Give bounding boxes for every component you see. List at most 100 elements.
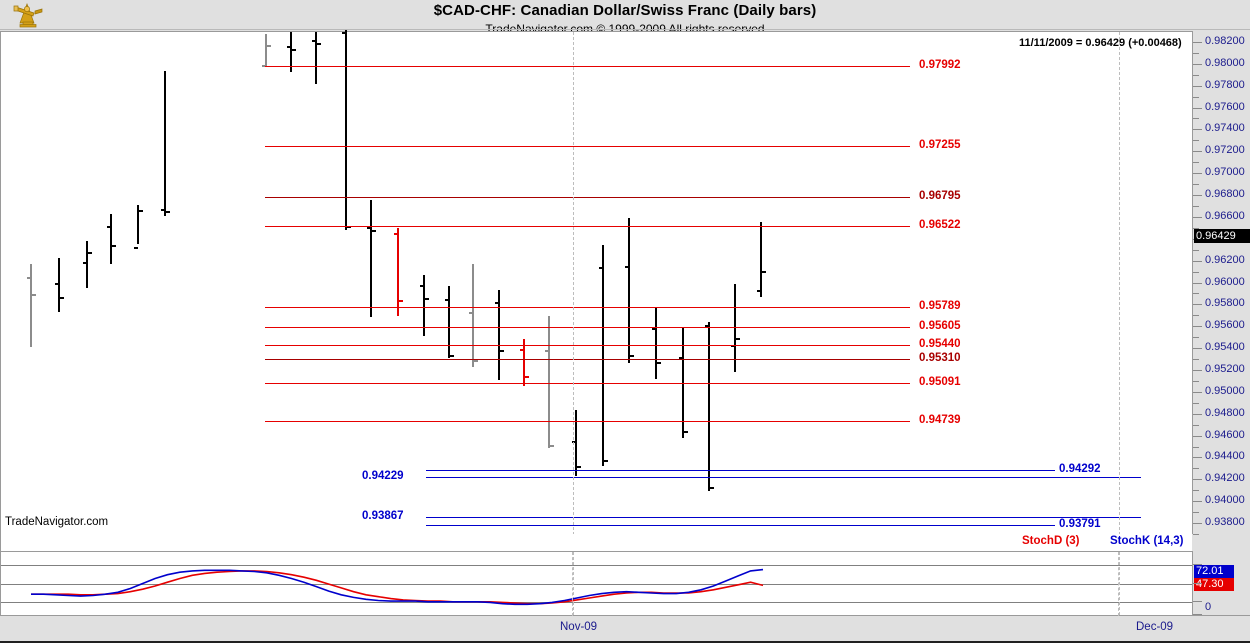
date-axis-label: Nov-09 — [560, 621, 598, 633]
ohlc-bar — [161, 71, 170, 216]
ohlc-bar-close-tick — [604, 459, 608, 462]
ohlc-bar — [652, 307, 661, 379]
ohlc-bar-open-tick — [394, 233, 398, 236]
price-tick-label: 0.94400 — [1205, 450, 1245, 463]
price-tick-label: 0.96800 — [1205, 188, 1245, 201]
price-tick-label: 0.97200 — [1205, 144, 1245, 157]
ohlc-bar-open-tick — [599, 267, 603, 270]
support-level-label: 0.93867 — [362, 509, 404, 522]
ohlc-bar — [520, 339, 529, 387]
ohlc-bar — [599, 245, 608, 467]
price-tick-mark-minor — [1193, 271, 1199, 273]
support-line[interactable] — [426, 470, 1055, 472]
ohlc-bar-close-tick — [550, 445, 554, 448]
price-tick-mark — [1193, 216, 1202, 218]
date-axis-gridline — [1118, 552, 1119, 616]
support-level-label: 0.93791 — [1059, 518, 1101, 531]
price-tick-label: 0.97600 — [1205, 100, 1245, 113]
resistance-line[interactable] — [265, 382, 910, 384]
price-chart-pane[interactable]: 11/11/2009 = 0.96429 (+0.00468) TradeNav… — [0, 29, 1192, 535]
date-axis-gridline — [572, 552, 573, 616]
price-tick-label: 0.95600 — [1205, 319, 1245, 332]
price-tick-mark-minor — [1193, 359, 1199, 361]
ohlc-bar-close-tick — [372, 229, 376, 232]
ohlc-bar-close-tick — [500, 350, 504, 353]
resistance-level-label: 0.95310 — [919, 351, 961, 364]
resistance-line[interactable] — [265, 358, 910, 360]
stochd-line — [31, 570, 764, 605]
resistance-level-label: 0.94739 — [919, 414, 961, 427]
indicator-vertical-gridline — [1119, 552, 1120, 615]
date-axis[interactable]: Nov-09 Dec-09 — [0, 552, 1250, 641]
ohlc-bar-open-tick — [469, 311, 473, 314]
price-tick-label: 0.95800 — [1205, 297, 1245, 310]
ohlc-bar-open-tick — [731, 344, 735, 347]
resistance-line[interactable] — [265, 344, 910, 346]
resistance-line[interactable] — [265, 306, 910, 308]
price-tick-mark-minor — [1193, 118, 1199, 120]
price-tick-mark — [1193, 282, 1202, 284]
resistance-line[interactable] — [265, 196, 910, 198]
resistance-level-label: 0.95605 — [919, 319, 961, 332]
stochastic-indicator-pane[interactable] — [0, 551, 1193, 615]
price-tick-mark-minor — [1193, 337, 1199, 339]
ohlc-bar — [757, 222, 766, 297]
ohlc-bar-open-tick — [83, 261, 87, 264]
indicator-tick-mark — [1193, 582, 1202, 584]
resistance-level-label: 0.96522 — [919, 219, 961, 232]
watermark-label: TradeNavigator.com — [5, 516, 109, 528]
ohlc-bar-close-tick — [657, 362, 661, 365]
ohlc-bar-close-tick — [267, 45, 271, 48]
price-tick-mark — [1193, 63, 1202, 65]
ohlc-bar — [572, 410, 581, 476]
ohlc-bar — [262, 34, 271, 67]
support-line[interactable] — [426, 525, 1055, 527]
ohlc-bar-stem — [315, 32, 317, 85]
resistance-level-label: 0.97255 — [919, 139, 961, 152]
price-tick-label: 0.93800 — [1205, 516, 1245, 529]
price-tick-mark — [1193, 457, 1202, 459]
resistance-line[interactable] — [265, 146, 910, 148]
resistance-line[interactable] — [265, 226, 910, 228]
support-level-label: 0.94229 — [362, 470, 404, 483]
ohlc-bar — [445, 285, 454, 358]
support-line[interactable] — [426, 477, 1141, 479]
ohlc-bar-stem — [397, 227, 399, 317]
ohlc-bar-close-tick — [525, 376, 529, 379]
price-tick-mark-minor — [1193, 162, 1199, 164]
ohlc-bar-stem — [30, 263, 32, 347]
ohlc-bar — [107, 213, 116, 264]
ohlc-bar — [55, 258, 64, 312]
ohlc-bar — [134, 204, 143, 250]
price-axis[interactable]: 0.98200 0.98000 0.97800 0.97600 0.97400 0.972… — [1192, 31, 1250, 535]
ohlc-bar-stem — [345, 29, 347, 230]
ohlc-bar — [625, 217, 634, 364]
price-tick-mark-minor — [1193, 424, 1199, 426]
resistance-line[interactable] — [265, 65, 910, 67]
price-tick-mark-minor — [1193, 468, 1199, 470]
price-tick-mark — [1193, 41, 1202, 43]
ohlc-bar — [287, 32, 296, 73]
price-tick-mark — [1193, 260, 1202, 262]
ohlc-bar-open-tick — [161, 209, 165, 212]
window-bottom-border — [0, 641, 1250, 643]
price-tick-mark — [1193, 523, 1202, 525]
ohlc-bar-stem — [628, 217, 630, 364]
ohlc-bar-stem — [682, 327, 684, 438]
support-line[interactable] — [426, 516, 1141, 518]
ohlc-bar-close-tick — [112, 245, 116, 248]
price-tick-mark-minor — [1193, 402, 1199, 404]
ohlc-bar-stem — [548, 316, 550, 448]
price-tick-label: 0.98000 — [1205, 56, 1245, 69]
ohlc-bar — [705, 321, 714, 492]
ohlc-bar-close-tick — [577, 466, 581, 469]
resistance-line[interactable] — [265, 326, 910, 328]
price-tick-label: 0.96600 — [1205, 209, 1245, 222]
vertical-gridline — [573, 32, 574, 535]
ohlc-bar-stem — [370, 200, 372, 318]
resistance-line[interactable] — [265, 421, 910, 423]
price-tick-mark-minor — [1193, 205, 1199, 207]
date-axis-label: Dec-09 — [1136, 621, 1174, 633]
indicator-zero-label: 0 — [1205, 601, 1212, 613]
ohlc-bar-open-tick — [312, 39, 316, 42]
